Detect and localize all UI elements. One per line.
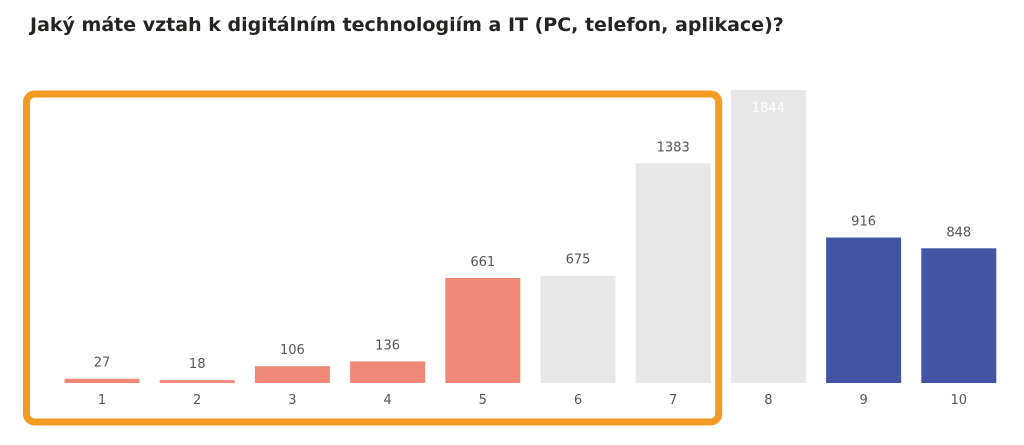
bars-group	[64, 90, 997, 384]
x-tick-label-8: 8	[764, 393, 772, 408]
x-tick-label-1: 1	[98, 393, 106, 408]
value-label-10: 848	[946, 225, 971, 240]
value-label-3: 106	[280, 343, 305, 358]
bar-2	[159, 380, 235, 383]
x-tick-label-9: 9	[859, 393, 867, 408]
value-label-7: 1383	[657, 140, 690, 155]
bar-6	[540, 275, 616, 383]
value-label-8: 1844	[752, 101, 785, 116]
x-tick-label-7: 7	[669, 393, 677, 408]
x-tick-label-5: 5	[479, 393, 487, 408]
bar-5	[445, 278, 521, 383]
x-tick-label-4: 4	[383, 393, 391, 408]
bar-10	[921, 248, 997, 383]
value-label-6: 675	[566, 253, 591, 268]
highlight-frame	[23, 90, 723, 426]
bar-8	[730, 90, 806, 383]
x-tick-labels-group: 1 2 3 4 5 6 7 8 9 10	[98, 393, 967, 408]
bar-4	[350, 361, 426, 383]
value-labels-group: 27 18 106 136 661 675 1383 1844 916 848	[94, 101, 971, 372]
value-label-1: 27	[94, 356, 111, 371]
x-tick-label-3: 3	[288, 393, 296, 408]
x-tick-label-10: 10	[951, 393, 968, 408]
value-label-4: 136	[375, 338, 400, 353]
value-label-2: 18	[189, 357, 206, 372]
bar-7	[635, 163, 711, 384]
bar-1	[64, 378, 140, 383]
bar-3	[254, 366, 330, 383]
bar-9	[826, 237, 902, 383]
x-tick-label-2: 2	[193, 393, 201, 408]
x-tick-label-6: 6	[574, 393, 582, 408]
value-label-9: 916	[851, 215, 876, 230]
chart-title: Jaký máte vztah k digitálním technologií…	[30, 14, 784, 36]
value-label-5: 661	[470, 255, 495, 270]
